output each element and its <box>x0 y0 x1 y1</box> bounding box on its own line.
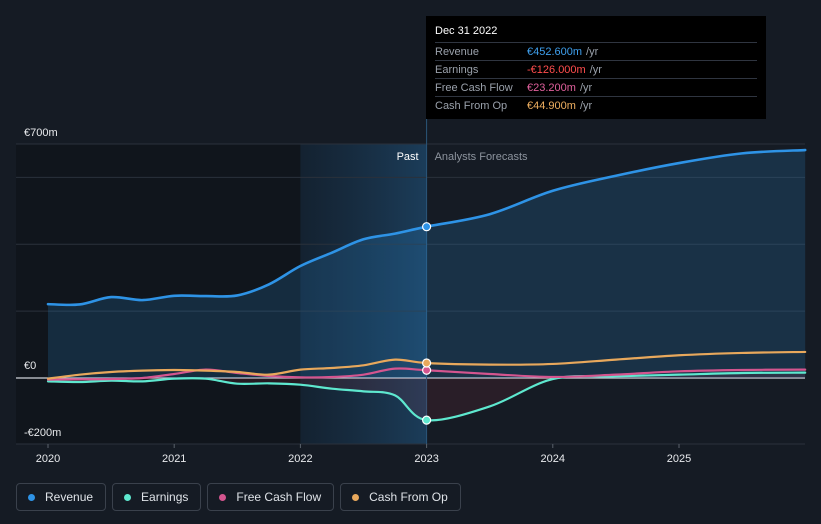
legend-item-free-cash-flow[interactable]: Free Cash Flow <box>207 483 335 511</box>
earnings-area <box>48 372 806 421</box>
tooltip-value: €44.900m <box>527 99 576 112</box>
legend-item-earnings[interactable]: Earnings <box>112 483 202 511</box>
cash-from-op-line <box>46 350 807 380</box>
forecast-label: Analysts Forecasts <box>435 151 528 163</box>
free-cash-flow-line <box>46 367 807 381</box>
legend-label: Revenue <box>45 490 94 504</box>
legend-dot-icon <box>352 493 360 501</box>
revenue-marker <box>422 222 432 232</box>
legend-dot-icon <box>124 493 132 501</box>
x-tick-label: 2023 <box>414 453 438 465</box>
tooltip-row-free-cash-flow: Free Cash Flow €23.200m /yr <box>435 78 757 96</box>
tooltip-value: €23.200m <box>527 81 576 94</box>
tooltip-unit: /yr <box>579 99 593 112</box>
legend-dot-icon <box>219 493 227 501</box>
tooltip-value: €452.600m <box>527 45 583 58</box>
past-highlight-band <box>300 144 427 444</box>
y-tick-label: €700m <box>24 127 58 139</box>
legend: Revenue Earnings Free Cash Flow Cash Fro… <box>16 483 461 511</box>
earnings-line <box>46 371 807 422</box>
legend-dot-icon <box>28 493 35 501</box>
tooltip-label: Revenue <box>435 45 480 58</box>
revenue-area <box>48 150 806 378</box>
tooltip-row-cash-from-op: Cash From Op €44.900m /yr <box>435 96 757 114</box>
legend-label: Cash From Op <box>369 490 448 504</box>
past-label: Past <box>397 151 419 163</box>
tooltip-unit: /yr <box>579 81 593 94</box>
cash-from-op-marker <box>422 358 432 368</box>
y-tick-label: -€200m <box>24 427 61 439</box>
tooltip-date: Dec 31 2022 <box>435 25 498 37</box>
x-tick-label: 2025 <box>667 453 691 465</box>
x-tick-label: 2021 <box>162 453 186 465</box>
y-tick-label: €0 <box>24 360 36 372</box>
tooltip-unit: /yr <box>586 45 599 58</box>
x-tick-label: 2024 <box>541 453 565 465</box>
tooltip-row-earnings: Earnings -€126.000m /yr <box>435 60 757 78</box>
tooltip-value: -€126.000m <box>527 63 586 76</box>
tooltip-row-revenue: Revenue €452.600m /yr <box>435 42 757 60</box>
tooltip-label: Earnings <box>435 63 479 76</box>
tooltip-label: Cash From Op <box>435 99 508 112</box>
tooltip-label: Free Cash Flow <box>435 81 513 94</box>
legend-label: Free Cash Flow <box>236 490 322 504</box>
revenue-line <box>46 148 807 307</box>
legend-item-cash-from-op[interactable]: Cash From Op <box>340 483 461 511</box>
tooltip-unit: /yr <box>589 63 602 76</box>
data-tooltip: Dec 31 2022 Revenue €452.600m /yr Earnin… <box>426 16 766 119</box>
earnings-marker <box>422 415 432 425</box>
x-tick-label: 2022 <box>288 453 312 465</box>
x-tick-label: 2020 <box>36 453 60 465</box>
legend-item-revenue[interactable]: Revenue <box>16 483 107 511</box>
legend-label: Earnings <box>141 490 189 504</box>
